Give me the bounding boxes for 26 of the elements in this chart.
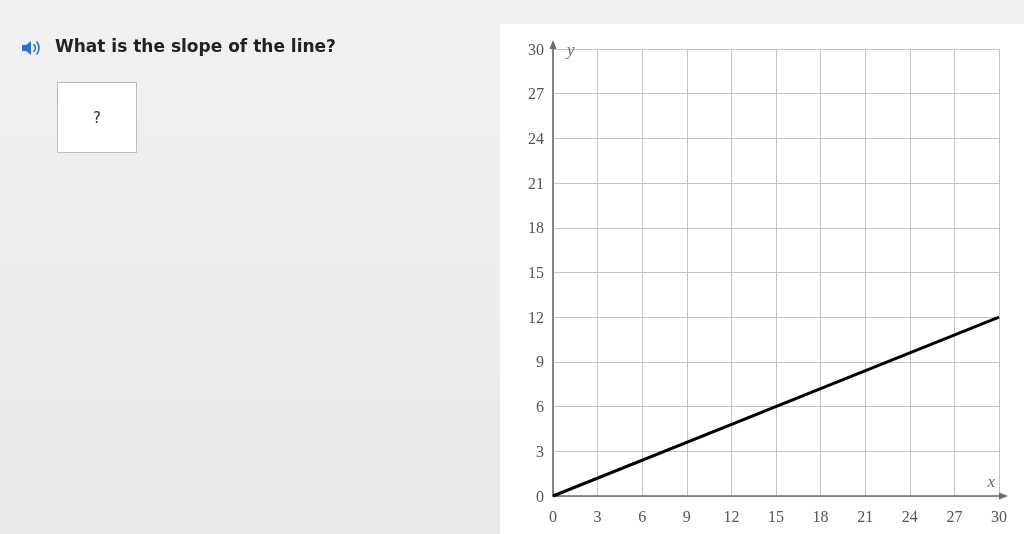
x-tick-label: 6: [638, 507, 647, 525]
x-tick-label: 3: [593, 507, 602, 525]
x-tick-label: 12: [723, 507, 740, 525]
y-tick-label: 6: [536, 398, 544, 416]
text: What is the slope of the line?: [55, 36, 336, 56]
y-tick-label: 21: [528, 174, 544, 192]
x-tick-label: 15: [768, 507, 784, 525]
y-tick-label: 27: [528, 85, 544, 103]
y-tick-label: 12: [528, 308, 544, 326]
x-axis-title: x: [986, 472, 996, 491]
x-tick-label: 0: [549, 507, 557, 525]
y-axis-title: y: [565, 39, 575, 59]
x-tick-label: 21: [857, 507, 874, 525]
x-tick-label: 30: [991, 507, 1007, 525]
y-tick-label: 0: [536, 487, 544, 505]
input-box: ?: [57, 82, 137, 153]
y-tick-label: 30: [528, 40, 544, 58]
x-tick-label: 18: [812, 507, 829, 525]
y-tick-label: 15: [528, 264, 544, 281]
y-tick-label: 18: [528, 219, 544, 237]
y-tick-label: 24: [528, 129, 544, 147]
x-tick-label: 9: [682, 507, 691, 525]
x-tick-label: 24: [901, 507, 918, 525]
y-tick-label: 3: [536, 442, 544, 460]
y-tick-label: 9: [536, 353, 544, 371]
x-tick-label: 27: [946, 507, 963, 525]
